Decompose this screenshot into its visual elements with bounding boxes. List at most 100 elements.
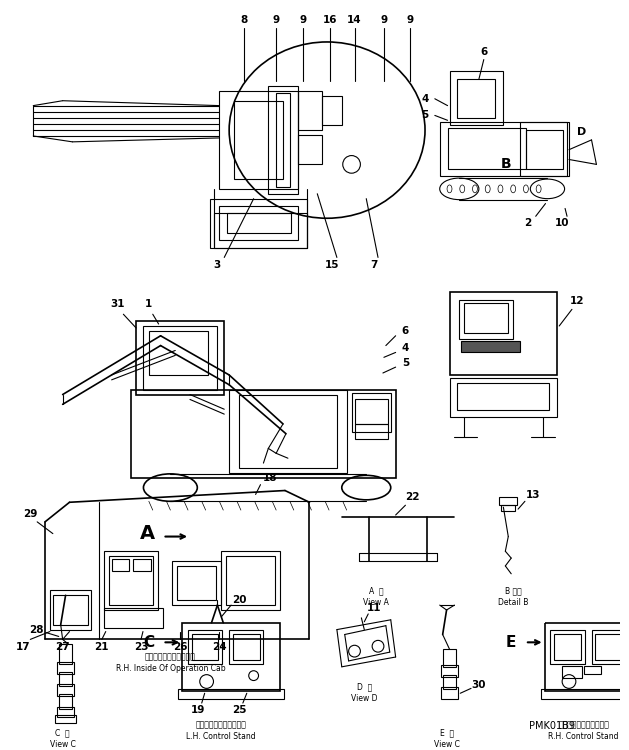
Text: 5: 5 <box>421 110 428 121</box>
Text: 15: 15 <box>325 260 339 270</box>
Text: 29: 29 <box>23 509 38 519</box>
Bar <box>540 689 629 699</box>
Bar <box>322 96 342 125</box>
Text: 右オペレータキャブ内部: 右オペレータキャブ内部 <box>145 652 196 662</box>
Text: 20: 20 <box>231 596 246 605</box>
Bar <box>227 213 291 233</box>
Bar <box>188 629 222 664</box>
Bar <box>234 100 283 179</box>
Text: 13: 13 <box>525 490 540 500</box>
Bar <box>545 622 629 692</box>
Text: 24: 24 <box>212 642 226 652</box>
Bar <box>50 590 91 629</box>
Bar <box>269 86 298 194</box>
Bar <box>136 321 225 394</box>
Bar <box>352 392 391 432</box>
Bar <box>178 689 284 699</box>
Text: 4: 4 <box>402 343 409 352</box>
Text: A: A <box>140 524 155 543</box>
Text: E  権: E 権 <box>440 728 454 737</box>
Bar <box>53 596 88 625</box>
Bar <box>111 559 129 571</box>
Bar <box>229 629 264 664</box>
Text: 11: 11 <box>367 603 381 613</box>
Bar <box>443 650 457 667</box>
Bar <box>457 80 494 118</box>
Text: 左コントロールスタンド: 左コントロールスタンド <box>196 720 247 729</box>
Bar <box>109 556 153 605</box>
Bar <box>298 135 322 164</box>
Text: 18: 18 <box>263 472 277 483</box>
Text: 25: 25 <box>231 705 246 715</box>
Text: 30: 30 <box>472 680 486 691</box>
Text: 2: 2 <box>524 218 532 228</box>
Bar <box>441 664 459 676</box>
Text: View C: View C <box>433 740 460 748</box>
Text: 23: 23 <box>134 642 148 652</box>
Text: 21: 21 <box>94 642 109 652</box>
Bar <box>276 93 290 187</box>
Text: 1: 1 <box>145 299 152 310</box>
Text: R.H. Control Stand: R.H. Control Stand <box>548 732 619 741</box>
Text: View A: View A <box>363 598 389 607</box>
Bar <box>450 378 557 417</box>
Bar <box>104 551 158 610</box>
Bar <box>149 331 208 375</box>
Bar <box>596 634 622 660</box>
Bar <box>57 685 74 696</box>
Bar <box>554 634 581 660</box>
Bar <box>57 662 74 674</box>
Bar <box>499 497 517 506</box>
Bar <box>58 644 72 664</box>
Bar <box>220 206 298 240</box>
Text: B 詳細: B 詳細 <box>505 586 521 595</box>
Bar <box>214 213 308 248</box>
Text: B: B <box>501 158 511 172</box>
Text: 5: 5 <box>402 358 409 368</box>
Text: 22: 22 <box>405 493 420 502</box>
Text: 9: 9 <box>299 16 306 26</box>
Bar <box>58 694 72 709</box>
Bar <box>591 629 626 664</box>
Bar <box>450 71 503 125</box>
Bar <box>450 292 557 375</box>
Bar <box>501 506 515 511</box>
Text: 6: 6 <box>402 326 409 336</box>
Text: D: D <box>577 127 586 137</box>
Text: 8: 8 <box>240 16 247 26</box>
Bar <box>104 608 162 628</box>
Bar <box>143 326 218 390</box>
Bar <box>209 199 308 248</box>
Bar <box>520 122 569 176</box>
Text: 14: 14 <box>347 16 362 26</box>
Bar <box>177 566 216 600</box>
Bar <box>220 91 298 189</box>
Text: Detail B: Detail B <box>498 598 528 607</box>
Text: D  権: D 権 <box>357 682 372 691</box>
Text: 31: 31 <box>110 299 125 310</box>
Bar <box>584 666 601 674</box>
Text: C: C <box>143 634 154 650</box>
Text: View D: View D <box>351 694 377 703</box>
Text: 右コントロールスタンド: 右コントロールスタンド <box>559 720 609 729</box>
Bar <box>355 424 388 439</box>
Bar <box>182 622 280 692</box>
Bar <box>229 390 347 473</box>
Text: 28: 28 <box>29 625 43 634</box>
Bar <box>298 91 322 130</box>
Bar <box>448 128 526 170</box>
Bar <box>440 122 567 176</box>
Bar <box>464 304 508 333</box>
Text: 3: 3 <box>214 260 221 270</box>
Text: L.H. Control Stand: L.H. Control Stand <box>187 732 256 741</box>
Text: 12: 12 <box>570 296 584 307</box>
Bar <box>239 394 337 468</box>
Text: View C: View C <box>50 740 75 748</box>
Text: 9: 9 <box>272 16 280 26</box>
Text: R.H. Inside Of Operation Cab: R.H. Inside Of Operation Cab <box>116 664 225 674</box>
Bar <box>226 556 275 605</box>
Text: PMK01B9: PMK01B9 <box>530 721 576 730</box>
Bar <box>233 634 260 660</box>
Text: 7: 7 <box>370 260 378 270</box>
Bar <box>562 666 582 677</box>
